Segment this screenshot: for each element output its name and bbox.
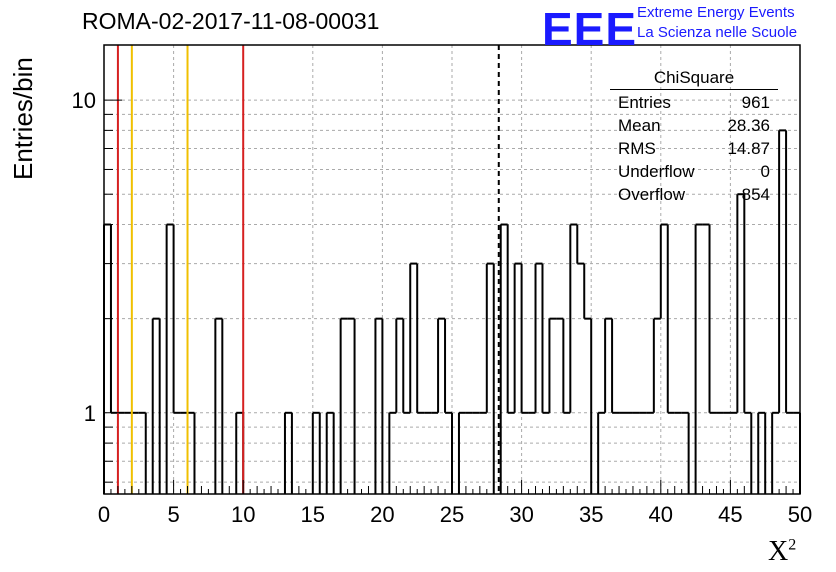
x-tick-label: 20 [370,502,394,527]
y-tick-label: 1 [84,401,96,426]
x-tick-label: 45 [718,502,742,527]
stats-value: 961 [741,93,770,112]
y-axis-label: Entries/bin [8,57,38,180]
x-tick-label: 0 [98,502,110,527]
stats-value: 14.87 [727,139,770,158]
axis-ticks: 0 5 10 15 20 25 30 35 40 45 50 1 10 [72,88,813,527]
x-tick-label: 50 [788,502,812,527]
eee-logo: EEE [542,3,638,55]
x-tick-label: 40 [649,502,673,527]
stats-label: Underflow [618,162,695,181]
x-tick-label: 10 [231,502,255,527]
x-axis-label-sup: 2 [788,536,797,554]
stats-value: 854 [741,185,770,204]
stats-value: 28.36 [727,116,770,135]
logo-line-1: Extreme Energy Events [637,4,795,21]
x-tick-label: 15 [301,502,325,527]
logo-line-2: La Scienza nelle Scuole [637,24,798,41]
x-tick-label: 25 [440,502,464,527]
x-axis-label: X2 [768,536,796,568]
y-tick-label: 10 [72,88,96,113]
x-tick-label: 35 [579,502,603,527]
x-axis-label-main: X [768,536,789,567]
stats-value: 0 [760,162,770,181]
marker-lines [116,45,500,494]
stats-box-title: ChiSquare [610,68,778,90]
x-tick-label: 5 [167,502,179,527]
stats-label: Overflow [618,185,686,204]
stats-label: RMS [618,139,656,158]
x-tick-label: 30 [509,502,533,527]
stats-label: Entries [618,93,671,112]
chart-title: ROMA-02-2017-11-08-00031 [82,8,380,34]
stats-label: Mean [618,116,661,135]
histogram-bins [103,129,801,494]
